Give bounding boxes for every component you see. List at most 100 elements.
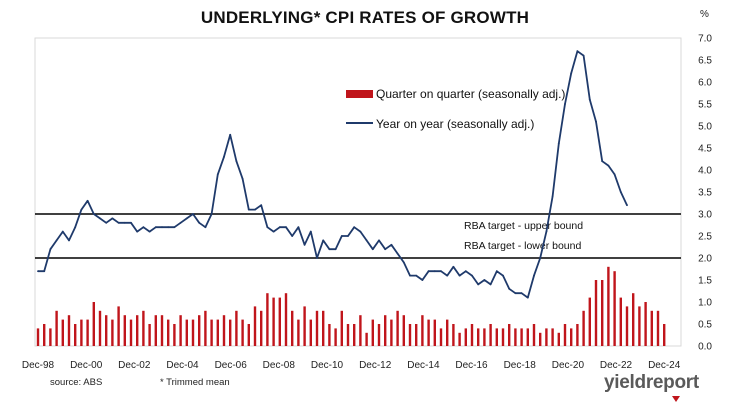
qoq-bar [353, 324, 356, 346]
plot-frame [34, 37, 682, 347]
qoq-bar [222, 315, 226, 346]
yoy-point [340, 235, 343, 237]
qoq-bars [36, 266, 666, 346]
yoy-point [601, 160, 604, 163]
qoq-bar [340, 310, 343, 346]
qoq-bar [377, 324, 381, 346]
yoy-point [49, 248, 52, 251]
yoy-point [514, 292, 517, 295]
yoy-point [421, 279, 424, 281]
yoy-point [570, 72, 573, 75]
yoy-point [285, 226, 287, 229]
source-note: source: ABS [50, 377, 103, 388]
yoy-point [37, 270, 39, 273]
yoy-line [38, 50, 628, 299]
y-tick-label: 6.0 [698, 78, 712, 89]
qoq-bar [464, 328, 467, 346]
yoy-point [334, 248, 337, 251]
qoq-bar [607, 266, 610, 346]
yoy-point [613, 173, 616, 176]
qoq-bar [67, 315, 71, 346]
qoq-bar [495, 328, 498, 346]
x-tick-label: Dec-16 [455, 360, 488, 371]
qoq-bar [390, 319, 393, 346]
qoq-bar [514, 328, 517, 346]
qoq-bar [142, 310, 145, 346]
yoy-point [427, 270, 430, 273]
x-tick-label: Dec-10 [311, 360, 344, 371]
yoy-point [502, 274, 504, 277]
y-tick-label: 2.0 [698, 254, 712, 265]
yoy-point [359, 230, 362, 233]
qoq-bar [98, 310, 102, 346]
x-axis: Dec-98 Dec-00 Dec-02 Dec-04 Dec-06 Dec-08 Dec-… [22, 360, 681, 371]
yoy-point [117, 221, 120, 224]
x-tick-label: Dec-20 [552, 360, 585, 371]
qoq-bar [415, 324, 418, 346]
yoy-point [68, 239, 70, 242]
yoy-point [489, 283, 492, 286]
qoq-bar [229, 319, 232, 346]
qoq-bar [346, 324, 350, 346]
qoq-bar [632, 293, 635, 346]
yoy-point [539, 257, 542, 259]
qoq-bar [613, 271, 616, 346]
yoy-point [223, 155, 225, 158]
x-tick-label: Dec-02 [118, 360, 151, 371]
yoy-point [576, 50, 579, 53]
qoq-bar [638, 306, 641, 346]
qoq-bar [74, 324, 77, 346]
legend-bar-swatch [346, 90, 373, 98]
yoy-point [619, 191, 622, 193]
yoy-point [272, 230, 275, 233]
yoy-point [55, 239, 58, 242]
legend-qoq-label: Quarter on quarter (seasonally adj.) [376, 87, 565, 101]
trimmed-mean-note: * Trimmed mean [160, 377, 230, 388]
yoy-point [254, 208, 256, 211]
yoy-point [192, 213, 194, 215]
rba-lower-bound-label: RBA target - lower bound [464, 240, 581, 252]
yoy-point [365, 239, 368, 242]
yoy-point [61, 230, 64, 233]
yoy-point [458, 274, 461, 277]
yoy-point [582, 54, 585, 57]
qoq-bar [582, 310, 585, 346]
rba-upper-bound-label: RBA target - upper bound [464, 220, 583, 232]
yoy-point [526, 296, 529, 299]
qoq-bar [427, 319, 430, 346]
qoq-bar [551, 328, 554, 346]
qoq-bar [173, 324, 176, 346]
qoq-bar [452, 324, 455, 346]
qoq-bar [266, 293, 269, 346]
yoy-point [229, 133, 232, 136]
qoq-bar [123, 315, 126, 346]
qoq-bar [650, 310, 653, 346]
qoq-bar [520, 328, 523, 346]
qoq-bar [501, 328, 505, 346]
qoq-bar [92, 302, 95, 346]
yoy-point [607, 164, 610, 167]
y-tick-label: 5.0 [698, 122, 712, 133]
qoq-bar [49, 328, 52, 346]
yoy-point [167, 226, 170, 229]
yoy-point [452, 265, 455, 268]
qoq-bar [594, 280, 598, 346]
yoy-point [74, 226, 77, 229]
qoq-bar [433, 319, 436, 346]
yoy-point [316, 257, 318, 259]
qoq-bar [539, 332, 542, 346]
qoq-bar [204, 310, 207, 346]
qoq-bar [136, 315, 139, 346]
yoy-point [564, 103, 566, 105]
chart-title: UNDERLYING* CPI RATES OF GROWTH [200, 8, 530, 27]
x-tick-label: Dec-98 [22, 360, 55, 371]
yoy-point [545, 230, 548, 233]
qoq-bar [210, 319, 213, 346]
yoy-point [477, 283, 480, 286]
qoq-bar [508, 324, 511, 346]
qoq-bar [160, 315, 164, 346]
y-tick-label: 0.5 [698, 320, 712, 331]
yoy-point [303, 243, 306, 246]
logo-prefix: yield [604, 372, 646, 393]
qoq-bar [309, 319, 312, 346]
